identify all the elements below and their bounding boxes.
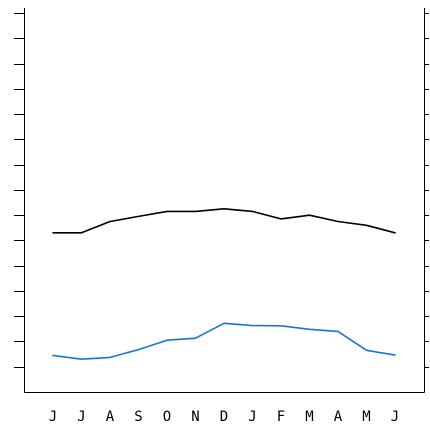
x-tick-label: N [191,409,199,425]
x-tick-label: D [220,409,228,425]
x-tick-label: F [277,409,285,425]
x-tick-label: M [305,409,313,425]
x-tick-label: S [134,409,142,425]
series-line-2 [52,322,396,361]
x-tick-label: J [391,409,399,425]
x-tick-label: J [77,409,85,425]
y-ticks-group [14,13,429,368]
series-line-1 [52,208,396,234]
x-tick-label: A [106,409,115,425]
x-tick-label: O [163,409,171,425]
axes-group [24,8,425,393]
series-group [52,208,396,361]
x-tick-label: M [362,409,370,425]
x-tick-label: J [248,409,256,425]
x-tick-label: J [49,409,57,425]
x-tick-label: A [334,409,343,425]
